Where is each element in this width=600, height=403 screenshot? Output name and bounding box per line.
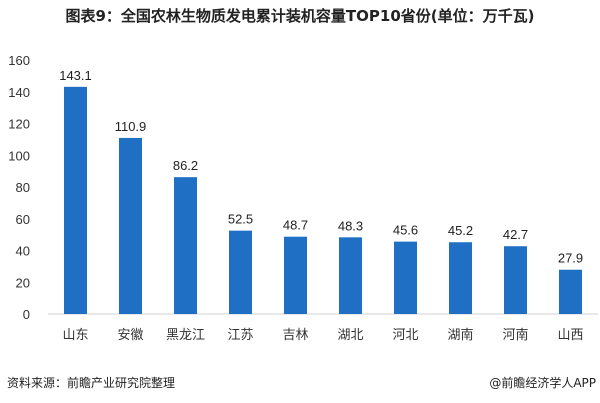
y-tick-label: 80 bbox=[16, 180, 30, 195]
x-tick-label: 河北 bbox=[392, 328, 418, 343]
y-tick-label: 160 bbox=[8, 53, 30, 68]
y-tick-label: 20 bbox=[16, 275, 30, 290]
bar bbox=[174, 177, 197, 314]
x-tick-label: 江苏 bbox=[227, 327, 253, 343]
x-tick-label: 安徽 bbox=[117, 328, 143, 343]
bar bbox=[64, 86, 87, 314]
y-tick-label: 120 bbox=[8, 117, 30, 132]
data-label: 48.3 bbox=[338, 218, 363, 233]
chart-title: 图表9：全国农林生物质发电累计装机容量TOP10省份(单位：万千瓦) bbox=[65, 7, 535, 25]
data-label: 86.2 bbox=[173, 158, 198, 173]
credit-note: @前瞻经济学人APP bbox=[489, 376, 596, 390]
bar bbox=[229, 230, 252, 314]
x-tick-label: 吉林 bbox=[282, 328, 308, 343]
data-label: 48.7 bbox=[283, 218, 308, 233]
bar bbox=[504, 246, 527, 314]
bar bbox=[394, 241, 417, 314]
y-tick-label: 100 bbox=[8, 148, 30, 163]
y-tick-label: 0 bbox=[23, 307, 30, 322]
y-tick-label: 140 bbox=[8, 85, 30, 100]
data-label: 52.5 bbox=[228, 212, 253, 227]
data-label: 42.7 bbox=[503, 227, 528, 242]
bar-chart: 0 20 40 60 80 100 120 140 160 143.1 山东 110.9 安徽 86.2 黑… bbox=[8, 53, 598, 343]
bar bbox=[449, 242, 472, 314]
y-tick-label: 60 bbox=[16, 212, 30, 227]
data-label: 45.6 bbox=[393, 223, 418, 238]
bar bbox=[339, 237, 362, 314]
bar bbox=[284, 236, 307, 314]
x-tick-label: 山东 bbox=[62, 328, 88, 343]
y-tick-label: 40 bbox=[16, 244, 30, 259]
data-label: 27.9 bbox=[558, 251, 583, 266]
bar bbox=[559, 269, 582, 314]
x-tick-label: 湖南 bbox=[447, 327, 473, 343]
source-note: 资料来源：前瞻产业研究院整理 bbox=[7, 376, 176, 390]
bar bbox=[119, 137, 142, 314]
x-tick-label: 湖北 bbox=[337, 328, 363, 343]
x-tick-label: 黑龙江 bbox=[166, 328, 205, 343]
x-tick-label: 河南 bbox=[502, 327, 528, 343]
x-tick-label: 山西 bbox=[557, 328, 583, 343]
data-label: 143.1 bbox=[59, 68, 92, 83]
data-label: 110.9 bbox=[115, 119, 147, 134]
data-label: 45.2 bbox=[448, 223, 473, 238]
